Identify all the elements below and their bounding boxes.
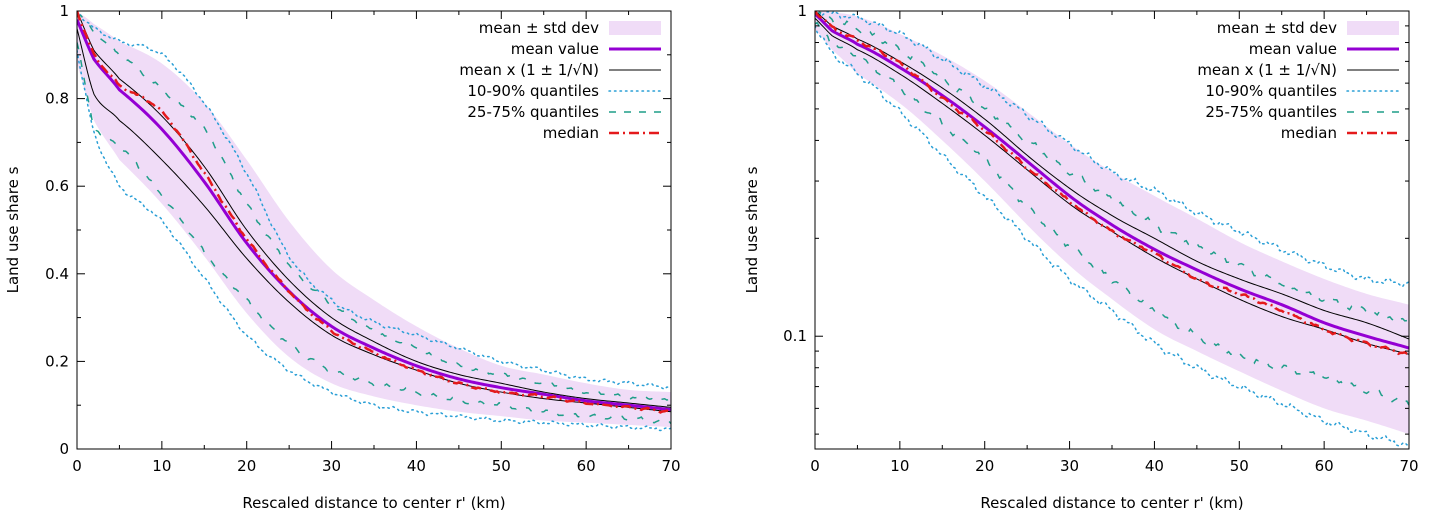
- legend-label-mean: mean value: [511, 40, 599, 58]
- y-axis-label: Land use share s: [743, 166, 761, 293]
- mean-line: [77, 19, 671, 412]
- quantile-q90-line: [77, 11, 671, 391]
- legend-label-band: mean ± std dev: [1217, 19, 1337, 37]
- x-tick-label: 30: [322, 457, 341, 475]
- legend-label-band: mean ± std dev: [479, 19, 599, 37]
- quantile-q25-line: [815, 21, 1409, 406]
- legend-label-median: median: [1281, 124, 1337, 142]
- x-tick-label: 50: [492, 457, 511, 475]
- std-dev-band: [77, 11, 671, 428]
- median-line: [77, 11, 671, 414]
- x-tick-label: 70: [661, 457, 680, 475]
- chart-linear: 0 10 20 30 40 50 60 70 0 0.2 0.4 0.6 0.8 1 Rescaled d…: [4, 2, 681, 512]
- x-tick-label: 20: [975, 457, 994, 475]
- median-line: [815, 11, 1409, 356]
- x-tick-label: 70: [1399, 457, 1418, 475]
- y-tick-label: 0.1: [783, 327, 807, 345]
- x-tick-label: 10: [890, 457, 909, 475]
- x-tick-label: 40: [1145, 457, 1164, 475]
- x-tick-label: 20: [237, 457, 256, 475]
- quantile-q75-line: [77, 12, 671, 403]
- y-tick-label: 1: [59, 2, 69, 20]
- meanN-upper-line: [815, 11, 1409, 340]
- legend-swatch-band: [609, 21, 661, 35]
- y-tick-label: 0.4: [45, 265, 69, 283]
- y-axis-label: Land use share s: [4, 166, 22, 293]
- x-tick-label: 40: [407, 457, 426, 475]
- y-tick-label: 0.6: [45, 177, 69, 195]
- legend-label-mean: mean value: [1249, 40, 1337, 58]
- legend-label-median: median: [543, 124, 599, 142]
- mean-line: [815, 12, 1409, 350]
- y-tick-label: 0: [59, 440, 69, 458]
- legend-label-q1090: 10-90% quantiles: [1205, 82, 1337, 100]
- quantile-q75-line: [815, 11, 1409, 324]
- x-tick-label: 50: [1230, 457, 1249, 475]
- y-tick-label: 0.2: [45, 352, 69, 370]
- x-tick-label: 30: [1060, 457, 1079, 475]
- x-tick-label: 0: [72, 457, 82, 475]
- x-tick-label: 60: [577, 457, 596, 475]
- legend-label-meanN: mean x (1 ± 1/√N): [1197, 61, 1337, 79]
- legend-label-q1090: 10-90% quantiles: [467, 82, 599, 100]
- x-axis-label: Rescaled distance to center r' (km): [242, 494, 505, 512]
- legend: mean ± std dev mean value mean x (1 ± 1/√N…: [1197, 19, 1400, 142]
- quantile-q90-line: [815, 11, 1409, 288]
- quantile-q10-line: [77, 49, 671, 432]
- x-tick-label: 0: [810, 457, 820, 475]
- chart-log: 0 10 20 30 40 50 60 70 0.1 1 Rescaled distance to…: [743, 2, 1419, 512]
- x-tick-label: 60: [1315, 457, 1334, 475]
- x-tick-label: 10: [152, 457, 171, 475]
- legend-label-q2575: 25-75% quantiles: [467, 103, 599, 121]
- legend: mean ± std dev mean value mean x (1 ± 1/√N…: [459, 19, 662, 142]
- legend-label-meanN: mean x (1 ± 1/√N): [459, 61, 599, 79]
- quantile-q10-line: [815, 25, 1409, 447]
- legend-label-q2575: 25-75% quantiles: [1205, 103, 1337, 121]
- std-dev-band: [815, 11, 1409, 435]
- legend-swatch-band: [1347, 21, 1399, 35]
- x-axis-label: Rescaled distance to center r' (km): [980, 494, 1243, 512]
- y-tick-label: 1: [797, 2, 807, 20]
- y-tick-label: 0.8: [45, 90, 69, 108]
